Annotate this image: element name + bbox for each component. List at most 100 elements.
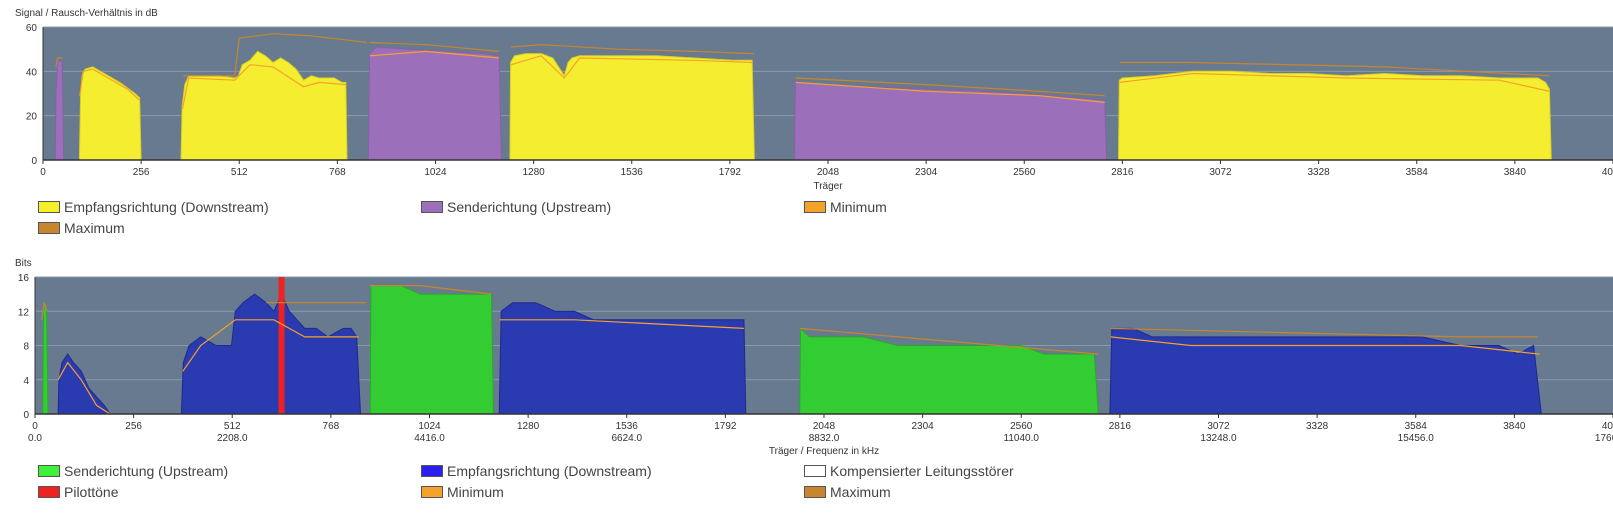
snr-y-axis-title: Signal / Rausch-Verhältnis in dB <box>15 8 158 19</box>
snr-legend-swatch <box>38 221 60 234</box>
snr-x-axis-title: Träger <box>813 181 843 192</box>
bits-xtick-label: 1536 <box>616 421 639 432</box>
snr-xtick-label: 3840 <box>1504 167 1527 178</box>
bits-legend: Senderichtung (Upstream) Empfangsrichtung… <box>38 460 1238 502</box>
bits-series-downstream <box>498 302 747 415</box>
snr-xtick-label: 1792 <box>719 167 742 178</box>
bits-xtick-label: 3328 <box>1306 421 1329 432</box>
snr-legend-label: Senderichtung (Upstream) <box>447 198 612 215</box>
snr-legend-swatch <box>38 200 60 213</box>
bits-freq-tick-label: 15456.0 <box>1398 433 1435 444</box>
bits-ytick-label: 12 <box>18 307 30 318</box>
snr-xtick-label: 2048 <box>817 167 840 178</box>
snr-xtick-label: 2816 <box>1111 167 1134 178</box>
snr-series-upstream <box>54 59 65 161</box>
bits-legend-swatch <box>38 464 60 477</box>
bits-ytick-label: 16 <box>18 273 30 284</box>
bits-legend-item[interactable]: Maximum <box>804 481 1204 502</box>
bits-series-maximum <box>799 327 1099 355</box>
bits-x-axis-title: Träger / Frequenz in kHz <box>769 446 879 457</box>
snr-xtick-label: 256 <box>133 167 150 178</box>
bits-series-minimum <box>57 361 111 415</box>
bits-legend-label: Kompensierter Leitungsstörer <box>830 462 1014 479</box>
snr-xtick-label: 3328 <box>1308 167 1331 178</box>
bits-series-minimum <box>1110 336 1540 355</box>
bits-ytick-label: 8 <box>23 342 29 353</box>
snr-series-minimum <box>795 81 1105 103</box>
snr-series-minimum <box>510 55 753 79</box>
snr-legend-item[interactable]: Senderichtung (Upstream) <box>421 196 804 217</box>
snr-xtick-label: 512 <box>231 167 248 178</box>
snr-legend-label: Empfangsrichtung (Downstream) <box>64 198 269 215</box>
bits-legend-item[interactable]: Pilottöne <box>38 481 421 502</box>
snr-legend-swatch <box>804 200 826 213</box>
snr-ytick-label: 20 <box>26 112 38 123</box>
bits-xtick-label: 2560 <box>1010 421 1033 432</box>
snr-xtick-label: 4096 <box>1602 167 1613 178</box>
bits-xtick-label: 768 <box>323 421 340 432</box>
bits-legend-label: Maximum <box>830 483 891 500</box>
bits-legend-item[interactable]: Minimum <box>421 481 804 502</box>
snr-legend-swatch <box>421 200 443 213</box>
bits-legend-item[interactable]: Senderichtung (Upstream) <box>38 460 421 481</box>
bits-ytick-label: 4 <box>23 376 29 387</box>
bits-legend-swatch <box>804 485 826 498</box>
snr-xtick-label: 1280 <box>523 167 546 178</box>
bits-legend-label: Pilottöne <box>64 483 119 500</box>
bits-series-upstream <box>369 285 495 415</box>
snr-xtick-label: 768 <box>329 167 346 178</box>
snr-legend-item[interactable]: Empfangsrichtung (Downstream) <box>38 196 421 217</box>
snr-ytick-label: 60 <box>26 23 38 34</box>
bits-legend-swatch <box>38 485 60 498</box>
bits-xtick-label: 3072 <box>1207 421 1230 432</box>
bits-xtick-label: 2304 <box>912 421 935 432</box>
bits-xtick-label: 256 <box>125 421 142 432</box>
snr-series-maximum <box>795 77 1105 97</box>
snr-legend-item[interactable]: Maximum <box>38 217 421 238</box>
bits-series-minimum <box>499 319 744 329</box>
snr-xtick-label: 1536 <box>621 167 644 178</box>
snr-legend: Empfangsrichtung (Downstream) Senderichtu… <box>38 196 1238 238</box>
bits-freq-tick-label: 6624.0 <box>611 433 642 444</box>
bits-legend-item[interactable]: Empfangsrichtung (Downstream) <box>421 460 804 481</box>
bits-legend-swatch <box>421 464 443 477</box>
snr-series-minimum <box>1119 72 1550 92</box>
snr-series-upstream <box>793 79 1108 161</box>
bits-legend-label: Empfangsrichtung (Downstream) <box>447 462 652 479</box>
snr-legend-item[interactable]: Minimum <box>804 196 1204 217</box>
bits-series-maximum <box>41 302 48 320</box>
snr-series-minimum <box>369 50 500 59</box>
bits-series-downstream <box>180 292 362 415</box>
bits-legend-swatch <box>804 464 826 477</box>
bits-freq-tick-label: 17664.0 <box>1595 433 1613 444</box>
snr-series-downstream <box>1117 70 1552 161</box>
bits-freq-tick-label: 11040.0 <box>1004 433 1040 444</box>
bits-series-upstream <box>799 327 1099 415</box>
bits-xtick-label: 3584 <box>1405 421 1428 432</box>
bits-xtick-label: 2048 <box>813 421 836 432</box>
bits-freq-tick-label: 0.0 <box>28 433 42 444</box>
snr-series-maximum <box>369 41 500 52</box>
bits-xtick-label: 2816 <box>1109 421 1132 432</box>
snr-xtick-label: 3072 <box>1209 167 1232 178</box>
bits-xtick-label: 1792 <box>714 421 737 432</box>
bits-freq-tick-label: 4416.0 <box>414 433 445 444</box>
snr-series-maximum <box>510 44 755 55</box>
bits-legend-item[interactable]: Kompensierter Leitungsstörer <box>804 460 1204 481</box>
bits-legend-label: Senderichtung (Upstream) <box>64 462 229 479</box>
snr-xtick-label: 2304 <box>915 167 938 178</box>
bits-series-minimum <box>182 319 359 372</box>
snr-xtick-label: 0 <box>40 167 46 178</box>
snr-xtick-label: 2560 <box>1013 167 1036 178</box>
snr-xtick-label: 1024 <box>424 167 447 178</box>
snr-ytick-label: 40 <box>26 67 38 78</box>
bits-series-maximum <box>370 285 492 295</box>
snr-series-maximum <box>1119 61 1550 77</box>
pilot-tone-marker <box>278 277 285 414</box>
bits-freq-tick-label: 13248.0 <box>1200 433 1237 444</box>
bits-series-downstream <box>1109 327 1542 415</box>
bits-y-axis-title: Bits <box>15 258 32 269</box>
snr-series-minimum <box>79 68 141 101</box>
bits-xtick-label: 0 <box>32 421 38 432</box>
